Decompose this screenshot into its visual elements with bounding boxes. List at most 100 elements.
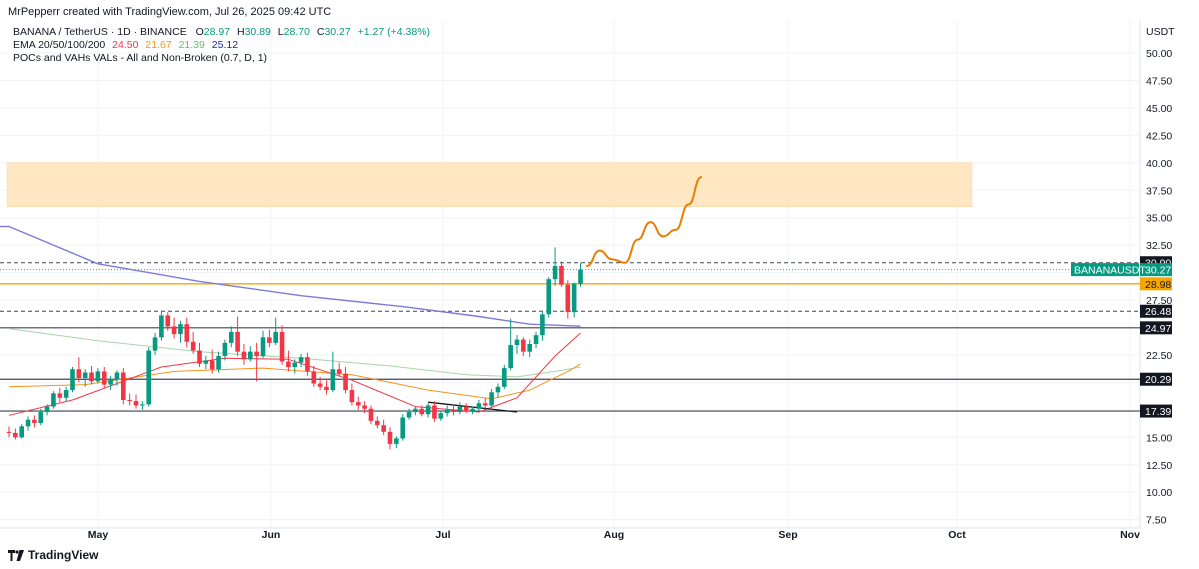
time-axis[interactable]: May Jun Jul Aug Sep Oct Nov [88, 529, 1140, 541]
candle-body [70, 369, 75, 391]
month-label: Sep [778, 529, 797, 541]
candle-body [305, 357, 310, 372]
price-tick-label: 22.50 [1146, 350, 1172, 362]
candle-body [76, 369, 82, 379]
candle-body [101, 371, 107, 385]
supply-zone-layer [6, 162, 973, 207]
candle-body [146, 350, 151, 405]
candle-body [165, 315, 171, 327]
close-label: C [316, 26, 325, 38]
candle-body [546, 279, 552, 315]
candle-body [25, 419, 31, 427]
month-label: May [88, 529, 109, 541]
candle-body [336, 369, 342, 374]
candle-body [159, 315, 164, 338]
candle-body [502, 368, 507, 387]
ema20-value: 24.50 [112, 39, 139, 51]
ema-lines-layer [0, 225, 581, 416]
low-value: 28.70 [283, 26, 310, 38]
price-tag-box [1140, 372, 1172, 386]
candle-body [432, 405, 437, 419]
month-label: Jun [262, 529, 281, 541]
candle-body [254, 351, 259, 357]
ema50-line [8, 363, 581, 400]
candle-body [95, 371, 101, 382]
candle-body [63, 390, 69, 398]
ema20-line [8, 332, 581, 416]
ema200-line [0, 225, 581, 327]
price-tick-label: 27.50 [1146, 295, 1172, 307]
candle-body [533, 335, 539, 344]
candle-body [171, 326, 177, 335]
candle-body [216, 356, 221, 370]
candle-body [559, 266, 564, 285]
price-levels-layer [0, 262, 1140, 412]
candle-body [228, 331, 234, 343]
candle-body [444, 409, 450, 414]
candle-body [578, 269, 583, 284]
month-label: Oct [948, 529, 966, 541]
candle-body [44, 406, 50, 413]
price-tick-label: 42.50 [1146, 130, 1172, 142]
price-tick-label: 32.50 [1146, 240, 1172, 252]
supply-zone [6, 162, 973, 207]
candle-body [89, 372, 94, 382]
candle-body [152, 337, 158, 351]
candle-body [406, 412, 412, 418]
price-tags-layer: 30.9030.27BANANAUSDT28.9826.4824.9720.29… [1071, 256, 1172, 418]
price-axis[interactable]: 50.00 47.50 45.00 42.50 40.00 37.50 35.00 32.50… [1146, 48, 1172, 527]
ema-row[interactable]: EMA 20/50/100/200 24.50 21.67 21.39 25.1… [13, 39, 430, 52]
candle-body [521, 339, 526, 352]
price-tag-box [1140, 404, 1172, 418]
price-tick-label: 40.00 [1146, 158, 1172, 170]
tradingview-brand-text: TradingView [28, 548, 99, 562]
open-value: 28.97 [203, 26, 231, 38]
price-tag-label: 26.48 [1145, 306, 1171, 318]
price-tag-label: 30.27 [1145, 265, 1171, 277]
candle-body [508, 345, 513, 369]
candle-body [394, 438, 399, 444]
candle-body [190, 341, 196, 351]
candle-body [51, 393, 56, 407]
candle-body [349, 390, 355, 403]
price-tick-label: 35.00 [1146, 213, 1172, 225]
chart-legend: BANANA / TetherUS · 1D · BINANCE O28.97 … [13, 26, 430, 65]
candle-body [133, 401, 139, 406]
candle-body [355, 402, 361, 406]
poc-indicator-label: POCs and VAHs VALs - All and Non-Broken … [13, 52, 268, 64]
tradingview-logo-icon [8, 549, 24, 561]
price-tick-label: 45.00 [1146, 103, 1172, 115]
candle-body [381, 425, 386, 432]
poc-row[interactable]: POCs and VAHs VALs - All and Non-Broken … [13, 52, 430, 65]
candle-body [463, 406, 469, 411]
price-tick-label: 10.00 [1146, 487, 1172, 499]
candle-body [400, 417, 405, 439]
candle-body [343, 373, 348, 391]
ema200-value: 25.12 [211, 39, 239, 51]
price-tag-box [1140, 321, 1172, 335]
candle-body [82, 372, 88, 379]
high-value: 30.89 [244, 26, 271, 38]
candle-body [438, 413, 444, 419]
price-tag-label: 24.97 [1145, 323, 1171, 335]
symbol-label[interactable]: BANANA / TetherUS · 1D · BINANCE [13, 26, 187, 38]
candle-body [457, 406, 463, 413]
symbol-tag-box [1071, 263, 1139, 277]
currency-label: USDT [1146, 26, 1175, 38]
candle-body [419, 408, 425, 415]
candle-body [267, 337, 272, 343]
candle-body [311, 371, 317, 384]
candle-body [495, 386, 501, 393]
change-value: +1.27 (+4.38%) [357, 26, 431, 38]
projection-path [585, 176, 703, 268]
attribution-text: MrPepperr created with TradingView.com, … [8, 6, 332, 18]
candle-body [121, 372, 126, 400]
candle-body [203, 360, 209, 364]
candle-body [127, 399, 132, 402]
candle-body [292, 362, 298, 368]
tradingview-brand[interactable]: TradingView [8, 548, 98, 562]
candles-layer[interactable] [6, 247, 583, 450]
candle-body [13, 432, 18, 438]
candle-body [476, 403, 482, 409]
